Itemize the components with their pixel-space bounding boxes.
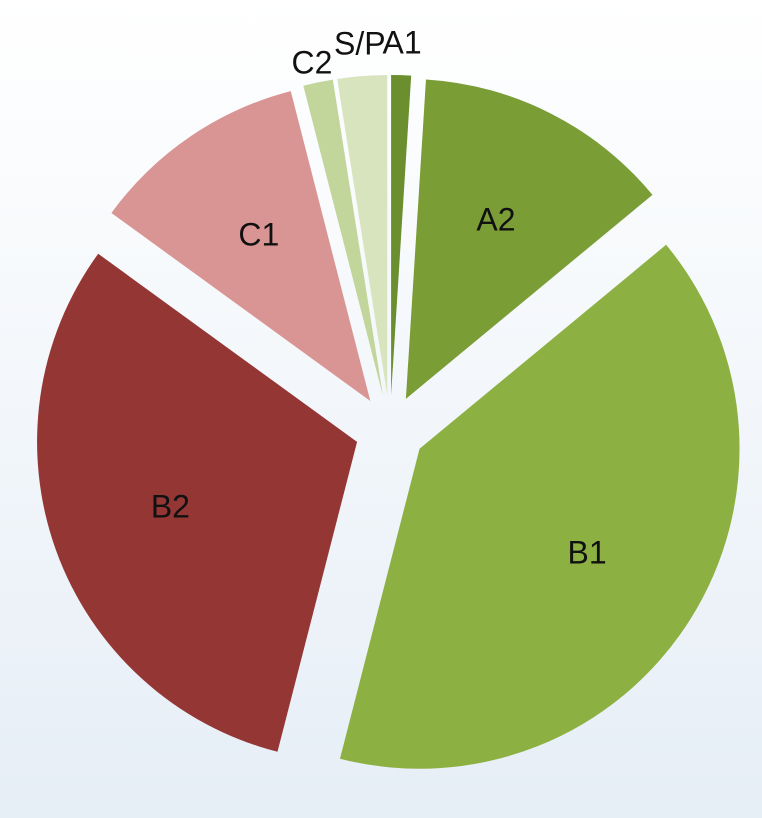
pie-slice: [339, 244, 740, 769]
pie-slice: [391, 75, 412, 396]
pie-slice: [303, 79, 383, 396]
slice-label: C1: [238, 216, 279, 252]
pie-slice: [405, 79, 653, 399]
slice-label: B1: [567, 535, 606, 571]
slice-label: A2: [476, 201, 515, 237]
slice-label: A1: [383, 25, 422, 61]
slice-label: S/P: [334, 26, 386, 62]
slice-label: C2: [291, 44, 332, 80]
slice-label: B2: [151, 489, 190, 525]
pie-slice: [337, 75, 388, 396]
pie-slice: [111, 91, 371, 402]
pie-slice: [37, 253, 358, 752]
